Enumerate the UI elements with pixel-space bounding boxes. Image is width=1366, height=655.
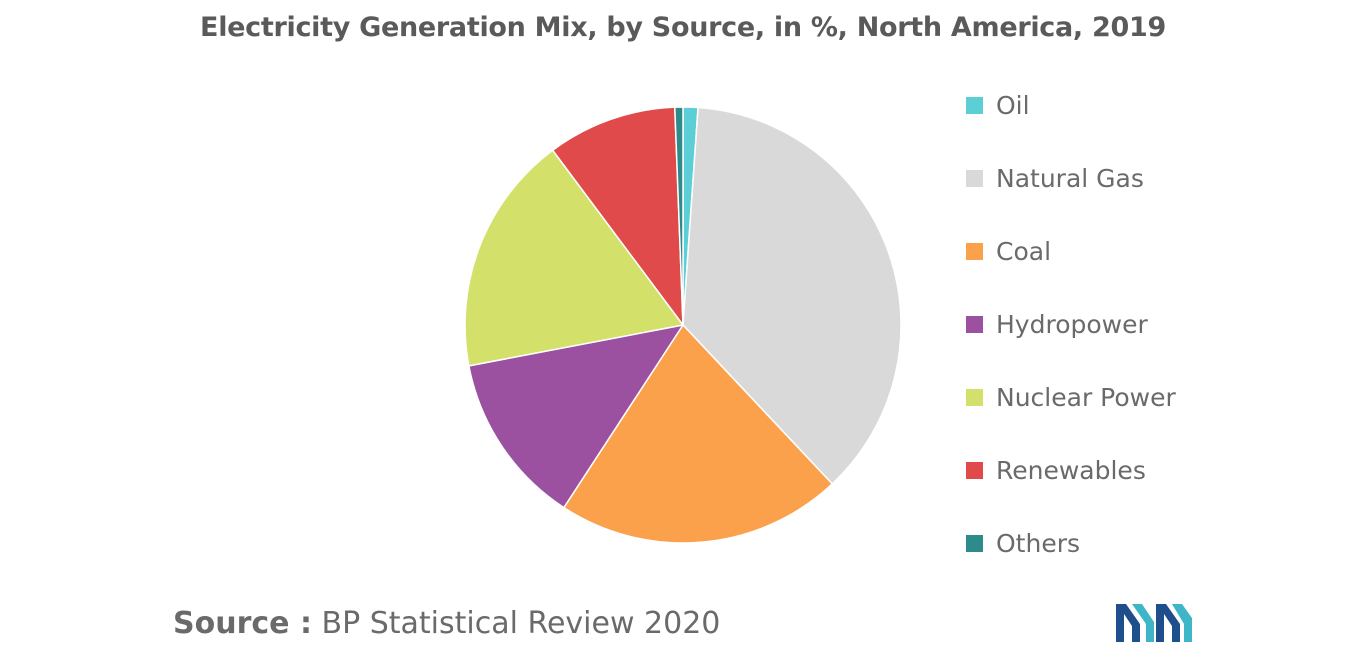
legend-item: Oil — [966, 90, 1326, 120]
pie-slice-natural-gas — [682, 106, 902, 485]
legend-label: Others — [996, 528, 1081, 558]
legend-label: Coal — [996, 236, 1052, 266]
chart-title: Electricity Generation Mix, by Source, i… — [200, 12, 1166, 43]
legend-item: Renewables — [966, 455, 1326, 485]
legend-label: Nuclear Power — [996, 382, 1176, 412]
legend-item: Coal — [966, 236, 1326, 266]
source-text: BP Statistical Review 2020 — [321, 606, 721, 641]
source-note: Source : BP Statistical Review 2020 — [173, 606, 720, 641]
legend-swatch — [966, 242, 983, 260]
pie-slice-hydropower — [468, 324, 684, 509]
pie-slice-nuclear-power — [464, 149, 684, 367]
legend-swatch — [966, 315, 983, 333]
legend-label: Hydropower — [996, 309, 1148, 339]
legend-swatch — [966, 169, 983, 187]
pie-slice-coal — [563, 324, 833, 544]
legend-item: Hydropower — [966, 309, 1326, 339]
legend-label: Renewables — [996, 455, 1146, 485]
legend-swatch — [966, 388, 983, 406]
mordor-intelligence-logo-icon — [1116, 604, 1192, 642]
legend-swatch — [966, 96, 983, 114]
legend-item: Natural Gas — [966, 163, 1326, 193]
legend-swatch — [966, 534, 983, 552]
legend-item: Others — [966, 528, 1326, 558]
pie-slice-others — [674, 106, 684, 326]
legend-label: Oil — [996, 90, 1030, 120]
legend-item: Nuclear Power — [966, 382, 1326, 412]
legend-swatch — [966, 461, 983, 479]
pie-slice-renewables — [551, 106, 684, 326]
source-prefix: Source : — [173, 606, 312, 641]
legend-label: Natural Gas — [996, 163, 1144, 193]
